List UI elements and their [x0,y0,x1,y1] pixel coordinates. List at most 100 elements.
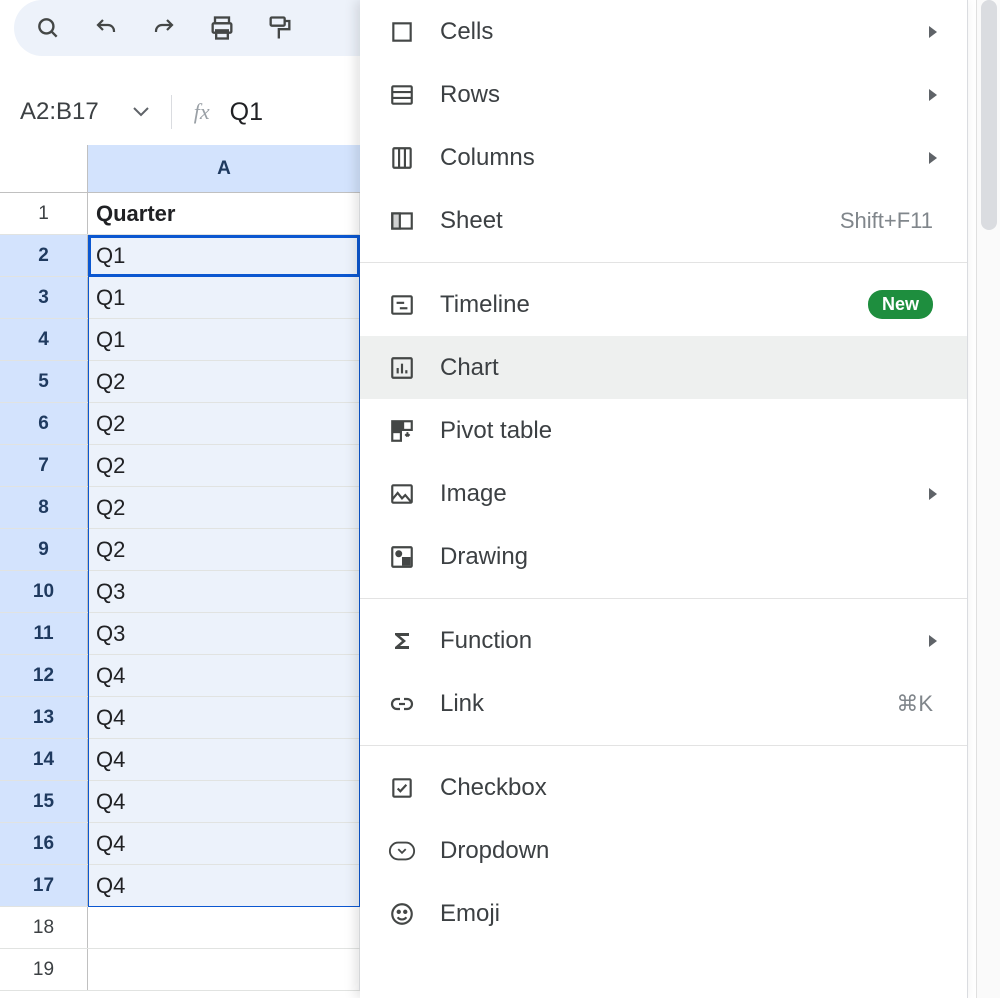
row-header[interactable]: 16 [0,823,88,864]
chevron-down-icon[interactable] [133,107,149,117]
menu-separator [360,262,967,263]
cell[interactable]: Q4 [88,697,360,738]
table-row: 13Q4 [0,697,360,739]
cell[interactable]: Q4 [88,823,360,864]
menu-separator [360,598,967,599]
name-box[interactable]: A2:B17 [20,98,149,126]
menu-item-timeline[interactable]: TimelineNew [360,273,967,336]
row-header[interactable]: 4 [0,319,88,360]
menu-item-cells[interactable]: Cells [360,0,967,63]
row-header[interactable]: 12 [0,655,88,696]
row-header[interactable]: 1 [0,193,88,234]
drawing-icon [388,543,416,571]
cell[interactable]: Q2 [88,529,360,570]
menu-item-sheet[interactable]: SheetShift+F11 [360,189,967,252]
cell[interactable]: Q1 [88,235,360,276]
cell[interactable]: Q3 [88,571,360,612]
cell[interactable] [88,907,360,948]
undo-icon[interactable] [90,12,122,44]
cell[interactable]: Quarter [88,193,360,234]
vertical-scrollbar[interactable] [976,0,1000,998]
column-header-a[interactable]: A [88,145,360,193]
submenu-arrow-icon [927,151,939,165]
cell[interactable]: Q2 [88,445,360,486]
submenu-arrow-icon [927,88,939,102]
paint-format-icon[interactable] [264,12,296,44]
submenu-arrow-icon [927,487,939,501]
row-header[interactable]: 5 [0,361,88,402]
row-header[interactable]: 6 [0,403,88,444]
table-row: 14Q4 [0,739,360,781]
cell[interactable]: Q2 [88,487,360,528]
menu-item-label: Drawing [440,543,939,571]
menu-item-function[interactable]: Function [360,609,967,672]
cell[interactable] [88,949,360,990]
submenu-arrow-icon [927,25,939,39]
menu-item-label: Function [440,627,919,655]
fx-label: fx [194,99,210,125]
row-header[interactable]: 17 [0,865,88,906]
divider [171,95,172,129]
row-header[interactable]: 2 [0,235,88,276]
formula-input[interactable]: Q1 [230,98,263,127]
cells-icon [388,18,416,46]
row-header[interactable]: 15 [0,781,88,822]
cell[interactable]: Q4 [88,781,360,822]
row-header[interactable]: 18 [0,907,88,948]
row-header[interactable]: 13 [0,697,88,738]
search-icon[interactable] [32,12,64,44]
row-header[interactable]: 14 [0,739,88,780]
sigma-icon [388,627,416,655]
select-all-corner[interactable] [0,145,88,193]
menu-separator [360,745,967,746]
menu-item-link[interactable]: Link⌘K [360,672,967,735]
chart-icon [388,354,416,382]
row-header[interactable]: 7 [0,445,88,486]
cell[interactable]: Q4 [88,655,360,696]
row-header[interactable]: 3 [0,277,88,318]
insert-menu: Cells Rows Columns SheetShift+F11 TimelineNe… [360,0,968,998]
table-row: 10Q3 [0,571,360,613]
columns-icon [388,144,416,172]
table-row: 18 [0,907,360,949]
table-row: 15Q4 [0,781,360,823]
menu-item-label: Columns [440,144,919,172]
table-row: 9Q2 [0,529,360,571]
dropdown-icon [388,837,416,865]
cell[interactable]: Q4 [88,865,360,906]
menu-item-columns[interactable]: Columns [360,126,967,189]
sheet-icon [388,207,416,235]
cell[interactable]: Q3 [88,613,360,654]
cell[interactable]: Q4 [88,739,360,780]
table-row: 3Q1 [0,277,360,319]
cell[interactable]: Q1 [88,277,360,318]
row-header[interactable]: 19 [0,949,88,990]
menu-item-chart[interactable]: Chart [360,336,967,399]
table-row: 17Q4 [0,865,360,907]
cell[interactable]: Q1 [88,319,360,360]
table-row: 6Q2 [0,403,360,445]
scrollbar-thumb[interactable] [981,0,997,230]
menu-item-rows[interactable]: Rows [360,63,967,126]
menu-item-label: Cells [440,18,919,46]
cell[interactable]: Q2 [88,361,360,402]
link-icon [388,690,416,718]
menu-item-image[interactable]: Image [360,462,967,525]
print-icon[interactable] [206,12,238,44]
menu-item-dropdown[interactable]: Dropdown [360,819,967,882]
menu-item-emoji[interactable]: Emoji [360,882,967,945]
row-header[interactable]: 10 [0,571,88,612]
row-header[interactable]: 8 [0,487,88,528]
redo-icon[interactable] [148,12,180,44]
row-header[interactable]: 9 [0,529,88,570]
menu-item-checkbox[interactable]: Checkbox [360,756,967,819]
row-header[interactable]: 11 [0,613,88,654]
pivot-icon [388,417,416,445]
table-row: 16Q4 [0,823,360,865]
menu-item-drawing[interactable]: Drawing [360,525,967,588]
menu-shortcut: Shift+F11 [840,208,933,234]
menu-item-label: Emoji [440,900,939,928]
menu-item-pivot[interactable]: Pivot table [360,399,967,462]
cell[interactable]: Q2 [88,403,360,444]
table-row: 8Q2 [0,487,360,529]
